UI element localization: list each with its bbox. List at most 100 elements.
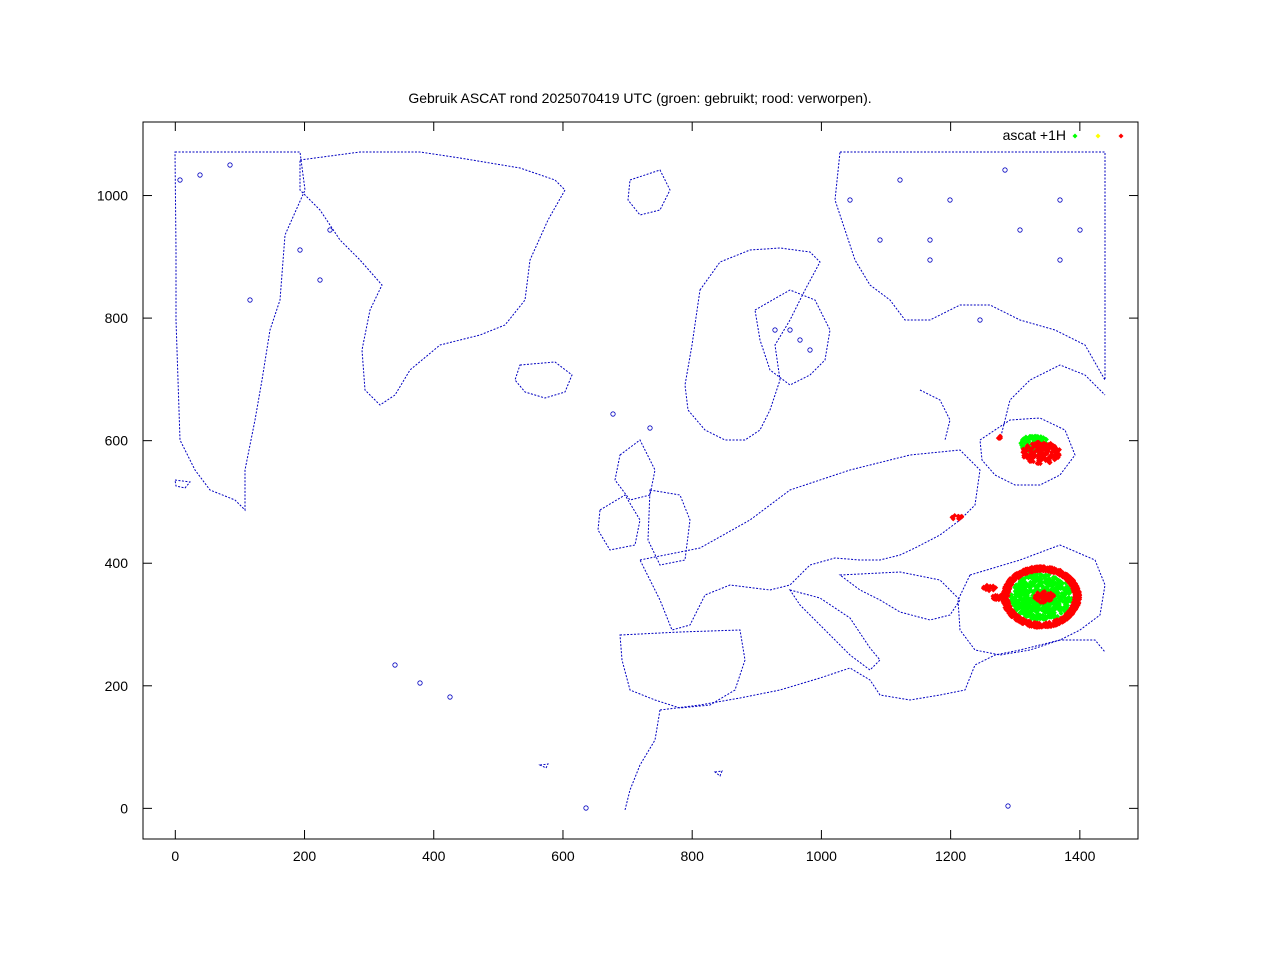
coastline-fragment xyxy=(197,172,203,178)
coastline-fragment xyxy=(1017,227,1023,233)
coastline-fragment xyxy=(877,237,883,243)
x-tick-label: 400 xyxy=(422,848,446,864)
data-point xyxy=(1021,611,1027,617)
data-point xyxy=(1045,445,1051,451)
data-point xyxy=(1060,606,1066,612)
data-point xyxy=(1030,589,1036,595)
data-point xyxy=(1036,440,1042,446)
coastline xyxy=(754,289,831,386)
data-point xyxy=(1032,449,1038,455)
data-point xyxy=(990,583,996,589)
data-point xyxy=(1049,581,1055,587)
data-point xyxy=(1024,451,1030,457)
data-point xyxy=(1024,448,1030,454)
data-point xyxy=(1025,598,1031,604)
data-point xyxy=(1023,438,1029,444)
legend-label: ascat +1H xyxy=(1003,127,1066,143)
data-point xyxy=(1004,607,1010,613)
data-point xyxy=(1056,567,1062,573)
data-point xyxy=(1042,598,1048,604)
data-point xyxy=(1039,591,1045,597)
data-point xyxy=(1046,620,1052,626)
data-point xyxy=(1039,573,1045,579)
coastline xyxy=(684,247,821,441)
data-point xyxy=(1038,564,1044,570)
data-point xyxy=(1045,603,1051,609)
coastline-fragment xyxy=(327,227,333,233)
data-point xyxy=(1053,589,1059,595)
data-point xyxy=(1063,601,1069,607)
data-point xyxy=(1074,587,1080,593)
y-tick-label: 800 xyxy=(105,310,129,326)
y-tick-label: 600 xyxy=(105,433,129,449)
data-point xyxy=(1030,600,1036,606)
coastline xyxy=(597,494,641,551)
coastline xyxy=(788,589,881,671)
coastline-fragment xyxy=(447,694,453,700)
coastline xyxy=(834,151,1106,382)
coastline xyxy=(713,770,723,777)
data-point xyxy=(1052,614,1058,620)
data-point xyxy=(1073,592,1079,598)
coastline-fragment xyxy=(417,680,423,686)
data-point xyxy=(1037,599,1043,605)
legend-marker xyxy=(1072,133,1078,139)
coastline-fragment xyxy=(897,177,903,183)
coastline xyxy=(624,709,661,811)
data-point xyxy=(1064,616,1070,622)
coastline-fragment xyxy=(647,425,653,431)
data-point xyxy=(1035,576,1041,582)
coastline xyxy=(999,364,1106,441)
data-point xyxy=(1024,443,1030,449)
data-point xyxy=(1069,604,1075,610)
coastline-fragment xyxy=(583,805,589,811)
data-point xyxy=(1070,578,1076,584)
data-point xyxy=(1046,614,1052,620)
data-point xyxy=(1060,616,1066,622)
data-point xyxy=(1026,585,1032,591)
x-tick-label: 1000 xyxy=(806,848,837,864)
data-point xyxy=(1010,600,1016,606)
data-point xyxy=(1043,436,1049,442)
data-point xyxy=(1031,454,1037,460)
chart-title: Gebruik ASCAT rond 2025070419 UTC (groen… xyxy=(408,90,871,106)
coastline-fragment xyxy=(772,327,778,333)
data-point xyxy=(1024,570,1030,576)
x-tick-label: 800 xyxy=(681,848,705,864)
data-point xyxy=(1066,595,1072,601)
data-point xyxy=(1056,604,1062,610)
data-point xyxy=(1018,617,1024,623)
data-point xyxy=(1038,624,1044,630)
data-point xyxy=(1073,601,1079,607)
data-point xyxy=(1055,451,1061,457)
data-points xyxy=(949,433,1083,630)
y-tick-label: 1000 xyxy=(97,188,128,204)
coastline xyxy=(174,479,191,489)
data-point xyxy=(1021,578,1027,584)
data-point xyxy=(955,513,961,519)
data-point xyxy=(1037,582,1043,588)
data-point xyxy=(1045,594,1051,600)
coastline xyxy=(647,489,691,566)
data-point xyxy=(1021,454,1027,460)
data-point xyxy=(1022,613,1028,619)
data-point xyxy=(1031,622,1037,628)
coastline xyxy=(838,571,961,621)
data-point xyxy=(1037,612,1043,618)
data-point xyxy=(1044,608,1050,614)
data-point xyxy=(1044,450,1050,456)
data-point xyxy=(1036,567,1042,573)
data-point xyxy=(1020,591,1026,597)
data-point xyxy=(1038,455,1044,461)
data-point xyxy=(1005,582,1011,588)
coastline-layer xyxy=(174,151,1106,811)
coastline xyxy=(299,151,566,406)
coastline-fragment xyxy=(177,177,183,183)
data-point xyxy=(992,596,998,602)
coastline-fragment xyxy=(1002,167,1008,173)
data-point xyxy=(1040,452,1046,458)
data-point xyxy=(1052,449,1058,455)
data-point xyxy=(1008,613,1014,619)
coastline-fragment xyxy=(797,337,803,343)
data-point xyxy=(1027,457,1033,463)
